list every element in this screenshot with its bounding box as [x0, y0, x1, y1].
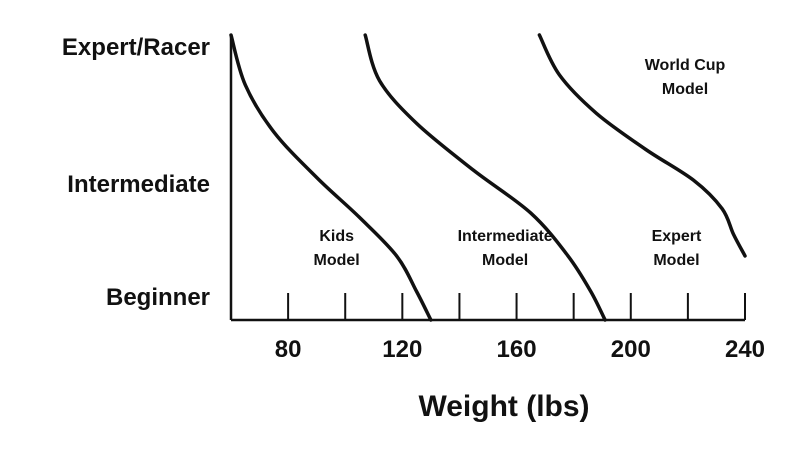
annotation-label: Expert [652, 228, 702, 245]
annotation-label: Model [653, 252, 699, 269]
x-axis-ticks [287, 293, 746, 320]
x-tick-label: 80 [275, 336, 302, 363]
annotations: Kids Model Intermediate Model Expert Model Wor… [314, 57, 726, 269]
series-line-1 [229, 33, 433, 322]
annotation-label: Intermediate [458, 228, 553, 245]
axes [229, 34, 745, 322]
x-tick-label: 120 [382, 336, 422, 363]
series-line-3 [537, 33, 747, 258]
annotation-label: Model [482, 252, 528, 269]
y-level-label: Beginner [106, 284, 210, 311]
series-line-2 [363, 33, 607, 322]
x-axis-title: Weight (lbs) [418, 390, 589, 423]
annotation-label: Kids [319, 228, 354, 245]
annotation-label: Model [314, 252, 360, 269]
annotation-label: World Cup [645, 57, 726, 74]
y-axis-labels: Beginner Intermediate Expert/Racer [62, 34, 210, 311]
annotation-label: Model [662, 81, 708, 98]
y-level-label: Expert/Racer [62, 34, 210, 61]
y-level-label: Intermediate [67, 171, 210, 198]
x-tick-label: 200 [611, 336, 651, 363]
series-curves [229, 33, 747, 322]
x-tick-label: 240 [725, 336, 765, 363]
x-tick-label: 160 [497, 336, 537, 363]
x-tick-labels: 80 120 160 200 240 [275, 336, 765, 363]
